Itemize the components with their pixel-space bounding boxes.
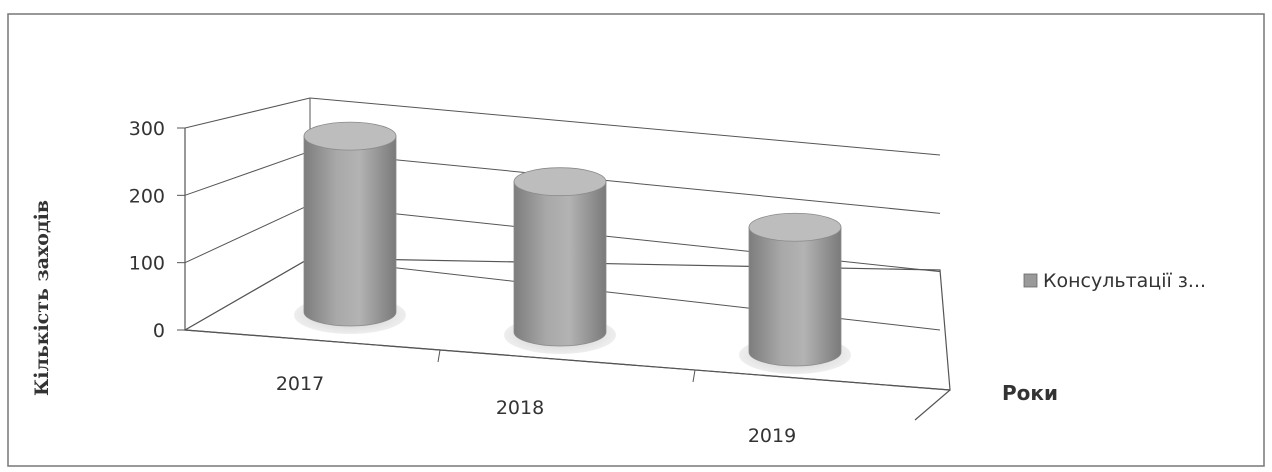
x-axis-line <box>184 329 951 391</box>
bar-top <box>513 167 607 197</box>
x-axis-label: Роки <box>1002 381 1058 405</box>
grid-line-back <box>309 204 941 273</box>
bar-top <box>748 212 842 242</box>
bar-body <box>748 226 842 367</box>
x-tick-mark <box>692 369 696 383</box>
y-tick-labels: 0 100 200 300 <box>129 118 165 342</box>
x-tick-label: 2019 <box>748 425 796 447</box>
bar-2017 <box>294 121 406 334</box>
legend-label: Консультації з... <box>1043 270 1206 292</box>
bar-2018 <box>504 167 616 354</box>
grid-line-left <box>184 257 311 331</box>
x-tick-label: 2018 <box>496 397 544 419</box>
x-tick-label: 2017 <box>276 373 324 395</box>
x-axis-right-edge <box>914 389 951 421</box>
chart-border <box>7 13 1265 467</box>
y-tick-label: 0 <box>153 320 165 342</box>
bar-body <box>513 181 607 347</box>
grid-line-left <box>184 97 311 129</box>
bar-body <box>303 135 397 327</box>
y-tick-label: 200 <box>129 185 165 207</box>
chart-bars <box>294 121 851 374</box>
y-tick-label: 300 <box>129 118 165 140</box>
x-tick-mark <box>437 349 441 363</box>
grid-line-back <box>309 150 941 214</box>
grid-line-left <box>184 150 311 196</box>
y-axis-label: Кількість заходів <box>31 200 53 396</box>
grid-line-left <box>184 204 311 264</box>
bar-top <box>303 121 397 151</box>
legend: Консультації з... <box>1023 270 1206 292</box>
y-tick-label: 100 <box>129 253 165 275</box>
x-tick-labels: 2017 2018 2019 <box>276 349 796 447</box>
bar-2019 <box>739 212 851 374</box>
legend-swatch <box>1023 273 1038 288</box>
grid-line-back <box>309 97 941 156</box>
